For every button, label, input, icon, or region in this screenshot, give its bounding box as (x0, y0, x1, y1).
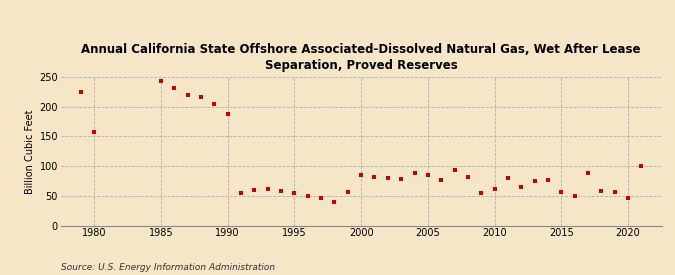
Point (196, 95, 207, 99)
Point (236, 191, 246, 195)
Point (316, 195, 327, 200)
Point (462, 175, 473, 179)
Title: Annual California State Offshore Associated-Dissolved Natural Gas, Wet After Lea: Annual California State Offshore Associa… (82, 43, 641, 72)
Point (449, 168, 460, 172)
Point (636, 163, 647, 168)
Point (423, 173, 433, 177)
Point (516, 185, 526, 189)
Point (356, 173, 367, 177)
Point (289, 191, 300, 195)
Point (489, 186, 500, 191)
Point (329, 200, 340, 204)
Point (209, 101, 219, 106)
Point (222, 112, 233, 116)
Text: Source: U.S. Energy Information Administration: Source: U.S. Energy Information Administ… (61, 263, 275, 272)
Point (76, 90, 86, 94)
Point (383, 176, 394, 180)
Point (369, 175, 380, 179)
Point (503, 176, 514, 180)
Point (409, 171, 420, 175)
Point (556, 189, 567, 194)
Point (476, 191, 487, 195)
Point (302, 194, 313, 198)
Point (88, 130, 99, 134)
Point (169, 86, 180, 90)
Point (342, 189, 353, 194)
Point (249, 188, 260, 192)
Point (569, 194, 580, 198)
Point (623, 196, 634, 200)
Point (610, 189, 620, 194)
Point (436, 178, 447, 182)
Point (543, 178, 554, 183)
Point (583, 171, 593, 175)
Point (396, 177, 406, 182)
Point (155, 78, 166, 83)
Point (596, 189, 607, 193)
Point (529, 179, 540, 183)
Y-axis label: Billion Cubic Feet: Billion Cubic Feet (25, 109, 35, 194)
Point (263, 186, 273, 191)
Point (182, 93, 193, 97)
Point (275, 189, 286, 193)
